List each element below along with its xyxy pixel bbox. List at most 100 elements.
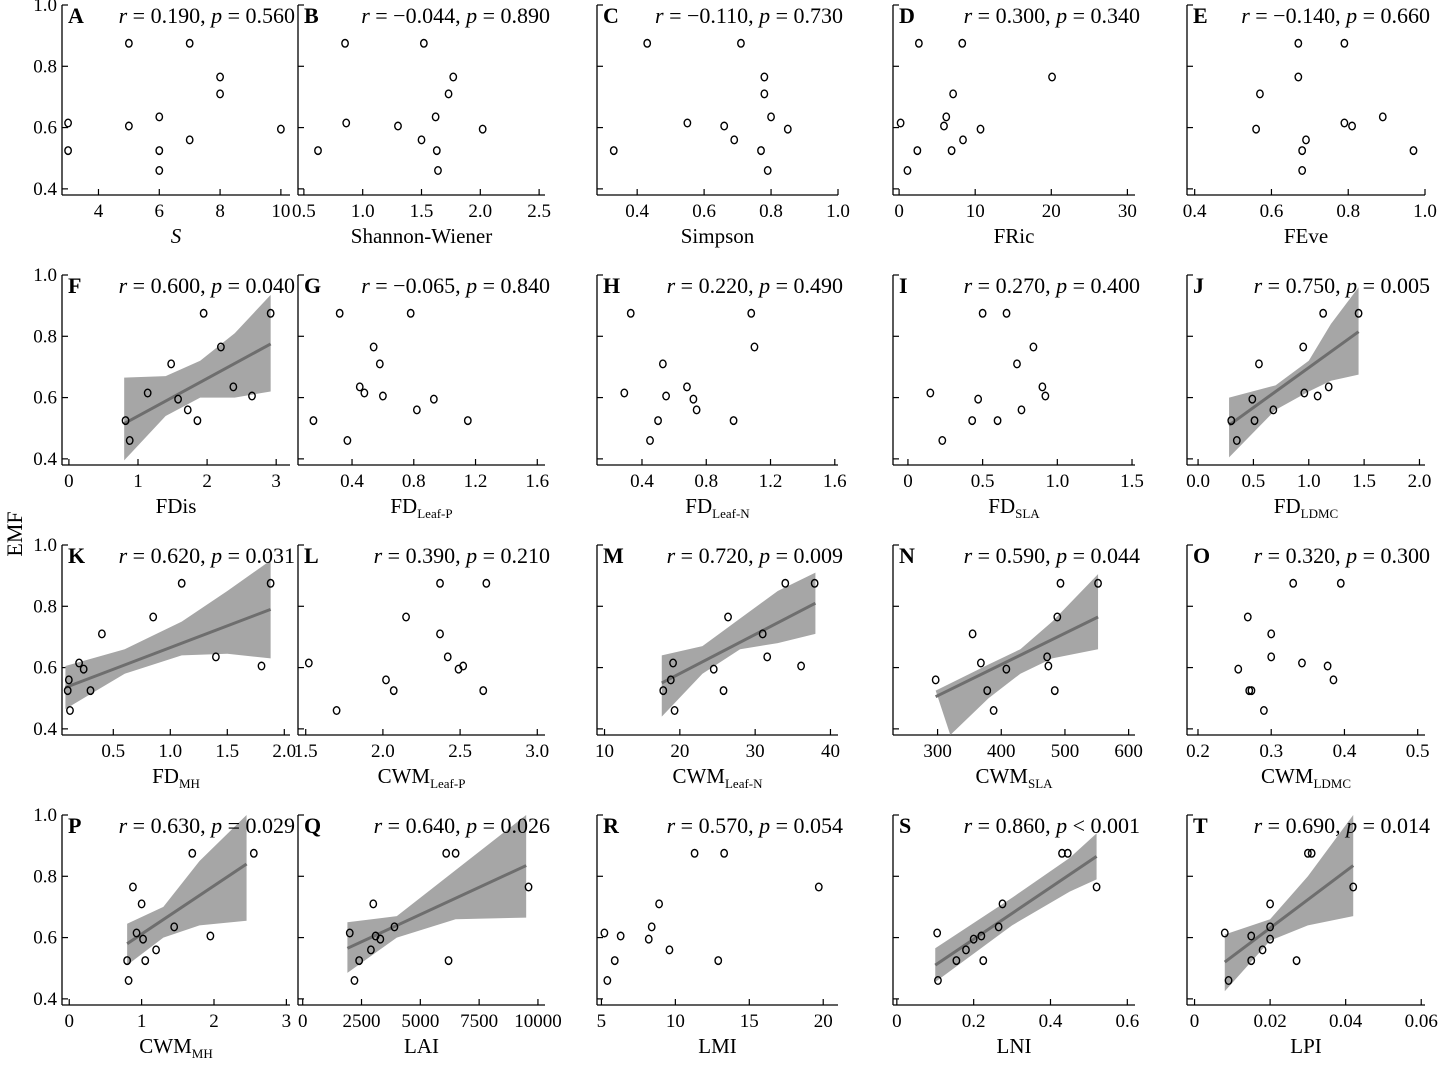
y-tick-label: 0.8 [33, 326, 57, 347]
data-point [436, 578, 444, 588]
y-axis-label: EMF [2, 511, 27, 556]
x-tick-label: 5000 [401, 1011, 439, 1032]
data-point [1002, 308, 1011, 318]
x-tick-label: 1.0 [158, 741, 182, 762]
data-point [309, 416, 318, 426]
data-point [335, 308, 344, 318]
data-point [747, 308, 756, 318]
data-point [64, 146, 72, 156]
data-point [952, 956, 961, 966]
data-point [86, 686, 95, 696]
data-point [152, 945, 160, 955]
x-axis-label: LNI [997, 1034, 1032, 1058]
x-tick-label: 0 [894, 201, 904, 222]
data-point [810, 578, 819, 588]
x-tick-label: 0.4 [630, 471, 654, 492]
fit-line [126, 862, 248, 945]
data-point [1234, 664, 1243, 674]
data-point [434, 165, 442, 175]
x-tick-label: 10000 [514, 1011, 562, 1032]
panel-letter: H [603, 273, 620, 298]
data-point [141, 956, 150, 966]
panel-I: 0 0.5 1.0 1.5 FDSLA I r = 0.270, p = 0.400 [892, 273, 1144, 521]
data-point [1259, 705, 1268, 715]
data-point [367, 945, 375, 955]
x-tick-label: 1.0 [1413, 201, 1437, 222]
x-tick-label: 2.0 [1408, 471, 1432, 492]
x-tick-label: 2.5 [527, 201, 551, 222]
x-tick-label: 1.2 [759, 471, 783, 492]
data-point [933, 928, 942, 938]
x-tick-label: 2.0 [468, 201, 492, 222]
data-point [350, 975, 359, 985]
data-point [1092, 882, 1101, 892]
x-tick-label: 1.5 [294, 741, 318, 762]
data-point [479, 686, 488, 696]
data-point [63, 686, 72, 696]
data-point [646, 435, 654, 445]
data-point [524, 882, 533, 892]
data-point [1243, 612, 1252, 622]
data-point [1247, 956, 1256, 966]
x-tick-label: 0.06 [1405, 1011, 1438, 1032]
data-point [669, 658, 677, 668]
data-point [382, 675, 390, 685]
data-point [129, 882, 137, 892]
x-tick-label: 1 [133, 471, 143, 492]
data-point [934, 975, 942, 985]
x-tick-label: 1.5 [215, 741, 239, 762]
data-point [123, 956, 132, 966]
x-tick-label: 1.6 [823, 471, 847, 492]
data-point [1013, 359, 1021, 369]
data-point [1313, 391, 1322, 401]
data-point [968, 629, 977, 639]
x-tick-label: 20 [1042, 201, 1061, 222]
data-point [683, 382, 691, 392]
data-point [1302, 135, 1310, 145]
fit-line [1228, 330, 1360, 427]
data-point [814, 882, 823, 892]
fit-line [661, 601, 817, 685]
x-tick-label: 0.2 [1186, 741, 1210, 762]
confidence-band [127, 815, 247, 966]
y-tick-label: 0.4 [33, 989, 57, 1010]
panel-G: 0.4 0.8 1.2 1.6 FDLeaf-P G r = −0.065, p = 0.8… [297, 273, 550, 521]
data-point [342, 118, 351, 128]
data-point [390, 922, 399, 932]
data-point [1266, 899, 1275, 909]
x-tick-label: 10 [966, 201, 985, 222]
x-tick-label: 3 [282, 1011, 292, 1032]
x-tick-label: 10 [595, 741, 614, 762]
data-point [1248, 394, 1257, 404]
data-point [1002, 664, 1011, 674]
data-point [459, 661, 468, 671]
data-point [376, 934, 385, 944]
panel-T: 0 0.02 0.04 0.06 LPI T r = 0.690, p = 0.014 [1186, 813, 1438, 1058]
data-point [730, 135, 739, 145]
panel-letter: P [68, 813, 81, 838]
data-point [436, 629, 444, 639]
x-tick-label: 2500 [343, 1011, 381, 1032]
data-point [750, 342, 759, 352]
data-point [343, 435, 352, 445]
data-point [1266, 922, 1275, 932]
panel-N: 300 400 500 600 CWMSLA N r = 0.590, p = 0.044 [892, 543, 1143, 791]
x-axis-label: S [171, 224, 182, 248]
data-point [949, 89, 958, 99]
data-point [167, 359, 176, 369]
panel-S: 0 0.2 0.4 0.6 LNI S r = 0.860, p < 0.001 [892, 813, 1140, 1058]
x-tick-label: 0.5 [101, 741, 125, 762]
y-tick-label: 0.6 [33, 928, 57, 949]
data-point [709, 664, 718, 674]
data-point [1298, 165, 1307, 175]
x-tick-label: 1 [137, 1011, 147, 1032]
x-tick-label: 0.4 [1039, 1011, 1063, 1032]
data-point [155, 146, 164, 156]
panel-E: 0.4 0.6 0.8 1.0 FEve E r = −0.140, p = 0.660 [1183, 3, 1437, 248]
data-point [1044, 661, 1053, 671]
panel-letter: D [899, 3, 915, 28]
x-tick-label: 500 [1051, 741, 1080, 762]
data-point [1267, 629, 1276, 639]
data-point [767, 112, 775, 122]
data-point [463, 416, 472, 426]
